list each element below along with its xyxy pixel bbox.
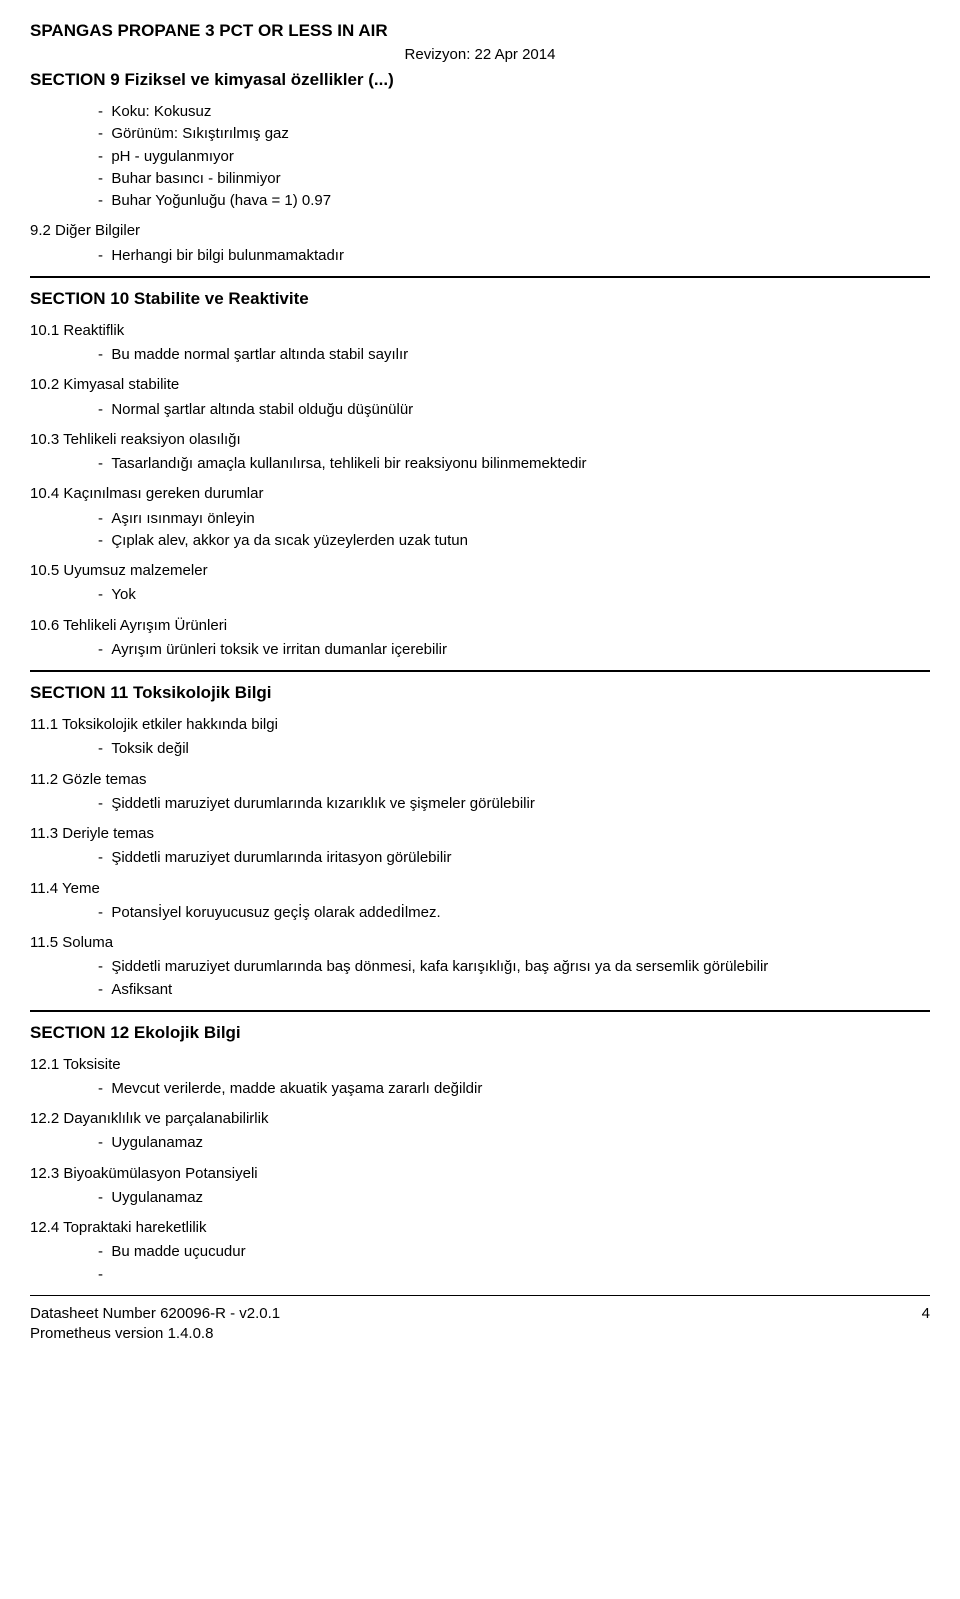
- section10-5-heading: 10.5 Uyumsuz malzemeler: [30, 561, 930, 581]
- item-text: Çıplak alev, akkor ya da sıcak yüzeylerd…: [111, 532, 468, 549]
- item-text: Ayrışım ürünleri toksik ve irritan duman…: [111, 641, 447, 658]
- prometheus-version: Prometheus version 1.4.0.8: [30, 1324, 280, 1344]
- revision-line: Revizyon: 22 Apr 2014: [30, 45, 930, 65]
- list-item: - Görünüm: Sıkıştırılmış gaz: [110, 124, 930, 144]
- item-text: Buhar basıncı - bilinmiyor: [111, 170, 280, 187]
- section12-3-heading: 12.3 Biyoakümülasyon Potansiyeli: [30, 1164, 930, 1184]
- item-text: Uygulanamaz: [111, 1134, 203, 1151]
- divider: [30, 1010, 930, 1012]
- list-item: - Uygulanamaz: [110, 1188, 930, 1208]
- item-text: Koku: Kokusuz: [111, 103, 211, 120]
- divider: [30, 670, 930, 672]
- doc-title: SPANGAS PROPANE 3 PCT OR LESS IN AIR: [30, 20, 930, 43]
- section11-5-heading: 11.5 Soluma: [30, 933, 930, 953]
- list-item: - Şiddetli maruziyet durumlarında iritas…: [110, 848, 930, 868]
- section10-3-heading: 10.3 Tehlikeli reaksiyon olasılığı: [30, 430, 930, 450]
- section10-heading: SECTION 10 Stabilite ve Reaktivite: [30, 288, 930, 311]
- item-text: pH - uygulanmıyor: [111, 148, 234, 165]
- section12-2-items: - Uygulanamaz: [30, 1133, 930, 1153]
- item-text: Tasarlandığı amaçla kullanılırsa, tehlik…: [111, 455, 586, 472]
- list-item: - Toksik değil: [110, 739, 930, 759]
- list-item: - Tasarlandığı amaçla kullanılırsa, tehl…: [110, 454, 930, 474]
- section10-2-heading: 10.2 Kimyasal stabilite: [30, 375, 930, 395]
- section11-3-heading: 11.3 Deriyle temas: [30, 824, 930, 844]
- list-item: - Bu madde uçucudur: [110, 1242, 930, 1262]
- section12-1-heading: 12.1 Toksisite: [30, 1055, 930, 1075]
- item-text: Bu madde uçucudur: [111, 1243, 245, 1260]
- list-item: - Yok: [110, 585, 930, 605]
- section10-2-items: - Normal şartlar altında stabil olduğu d…: [30, 400, 930, 420]
- list-item: - Asfiksant: [110, 980, 930, 1000]
- item-text: Normal şartlar altında stabil olduğu düş…: [111, 401, 413, 418]
- item-text: Mevcut verilerde, madde akuatik yaşama z…: [111, 1080, 482, 1097]
- item-text: Görünüm: Sıkıştırılmış gaz: [111, 125, 289, 142]
- list-item: - Koku: Kokusuz: [110, 102, 930, 122]
- item-text: Toksik değil: [111, 740, 189, 757]
- section11-2-heading: 11.2 Gözle temas: [30, 770, 930, 790]
- section11-1-heading: 11.1 Toksikolojik etkiler hakkında bilgi: [30, 715, 930, 735]
- item-text: Aşırı ısınmayı önleyin: [111, 510, 254, 527]
- item-text: Şiddetli maruziyet durumlarında kızarıkl…: [111, 795, 535, 812]
- item-text: Yok: [111, 586, 135, 603]
- list-item: -: [110, 1265, 930, 1285]
- datasheet-number: Datasheet Number 620096-R - v2.0.1: [30, 1304, 280, 1324]
- section10-1-items: - Bu madde normal şartlar altında stabil…: [30, 345, 930, 365]
- section10-1-heading: 10.1 Reaktiflik: [30, 321, 930, 341]
- item-text: Şiddetli maruziyet durumlarında baş dönm…: [111, 958, 768, 975]
- section11-4-heading: 11.4 Yeme: [30, 879, 930, 899]
- list-item: - Mevcut verilerde, madde akuatik yaşama…: [110, 1079, 930, 1099]
- list-item: - Buhar Yoğunluğu (hava = 1) 0.97: [110, 191, 930, 211]
- section9-2-items: - Herhangi bir bilgi bulunmamaktadır: [30, 246, 930, 266]
- list-item: - pH - uygulanmıyor: [110, 147, 930, 167]
- list-item: - Ayrışım ürünleri toksik ve irritan dum…: [110, 640, 930, 660]
- footer-left: Datasheet Number 620096-R - v2.0.1 Prome…: [30, 1304, 280, 1345]
- section12-4-items: - Bu madde uçucudur -: [30, 1242, 930, 1285]
- list-item: - Çıplak alev, akkor ya da sıcak yüzeyle…: [110, 531, 930, 551]
- section12-4-heading: 12.4 Topraktaki hareketlilik: [30, 1218, 930, 1238]
- list-item: - Aşırı ısınmayı önleyin: [110, 509, 930, 529]
- section12-2-heading: 12.2 Dayanıklılık ve parçalanabilirlik: [30, 1109, 930, 1129]
- item-text: Uygulanamaz: [111, 1189, 203, 1206]
- section10-6-items: - Ayrışım ürünleri toksik ve irritan dum…: [30, 640, 930, 660]
- section11-1-items: - Toksik değil: [30, 739, 930, 759]
- list-item: - Buhar basıncı - bilinmiyor: [110, 169, 930, 189]
- footer-divider: [30, 1295, 930, 1296]
- section11-4-items: - Potansİyel koruyucusuz geçİş olarak ad…: [30, 903, 930, 923]
- list-item: - Potansİyel koruyucusuz geçİş olarak ad…: [110, 903, 930, 923]
- divider: [30, 276, 930, 278]
- list-item: - Şiddetli maruziyet durumlarında kızarı…: [110, 794, 930, 814]
- section9-items: - Koku: Kokusuz - Görünüm: Sıkıştırılmış…: [30, 102, 930, 211]
- section10-6-heading: 10.6 Tehlikeli Ayrışım Ürünleri: [30, 616, 930, 636]
- item-text: Buhar Yoğunluğu (hava = 1) 0.97: [111, 192, 331, 209]
- item-text: Asfiksant: [111, 981, 172, 998]
- section11-heading: SECTION 11 Toksikolojik Bilgi: [30, 682, 930, 705]
- section10-5-items: - Yok: [30, 585, 930, 605]
- section9-heading: SECTION 9 Fiziksel ve kimyasal özellikle…: [30, 69, 930, 92]
- section12-heading: SECTION 12 Ekolojik Bilgi: [30, 1022, 930, 1045]
- section12-3-items: - Uygulanamaz: [30, 1188, 930, 1208]
- list-item: - Herhangi bir bilgi bulunmamaktadır: [110, 246, 930, 266]
- list-item: - Şiddetli maruziyet durumlarında baş dö…: [110, 957, 930, 977]
- section11-5-items: - Şiddetli maruziyet durumlarında baş dö…: [30, 957, 930, 1000]
- section11-2-items: - Şiddetli maruziyet durumlarında kızarı…: [30, 794, 930, 814]
- item-text: Bu madde normal şartlar altında stabil s…: [111, 346, 408, 363]
- section10-4-heading: 10.4 Kaçınılması gereken durumlar: [30, 484, 930, 504]
- page-number: 4: [922, 1304, 930, 1345]
- list-item: - Uygulanamaz: [110, 1133, 930, 1153]
- section9-2-heading: 9.2 Diğer Bilgiler: [30, 221, 930, 241]
- list-item: - Bu madde normal şartlar altında stabil…: [110, 345, 930, 365]
- section12-1-items: - Mevcut verilerde, madde akuatik yaşama…: [30, 1079, 930, 1099]
- list-item: - Normal şartlar altında stabil olduğu d…: [110, 400, 930, 420]
- section11-3-items: - Şiddetli maruziyet durumlarında iritas…: [30, 848, 930, 868]
- section10-3-items: - Tasarlandığı amaçla kullanılırsa, tehl…: [30, 454, 930, 474]
- footer: Datasheet Number 620096-R - v2.0.1 Prome…: [30, 1304, 930, 1345]
- item-text: Herhangi bir bilgi bulunmamaktadır: [111, 247, 344, 264]
- item-text: Potansİyel koruyucusuz geçİş olarak adde…: [111, 904, 440, 921]
- item-text: Şiddetli maruziyet durumlarında iritasyo…: [111, 849, 451, 866]
- section10-4-items: - Aşırı ısınmayı önleyin - Çıplak alev, …: [30, 509, 930, 552]
